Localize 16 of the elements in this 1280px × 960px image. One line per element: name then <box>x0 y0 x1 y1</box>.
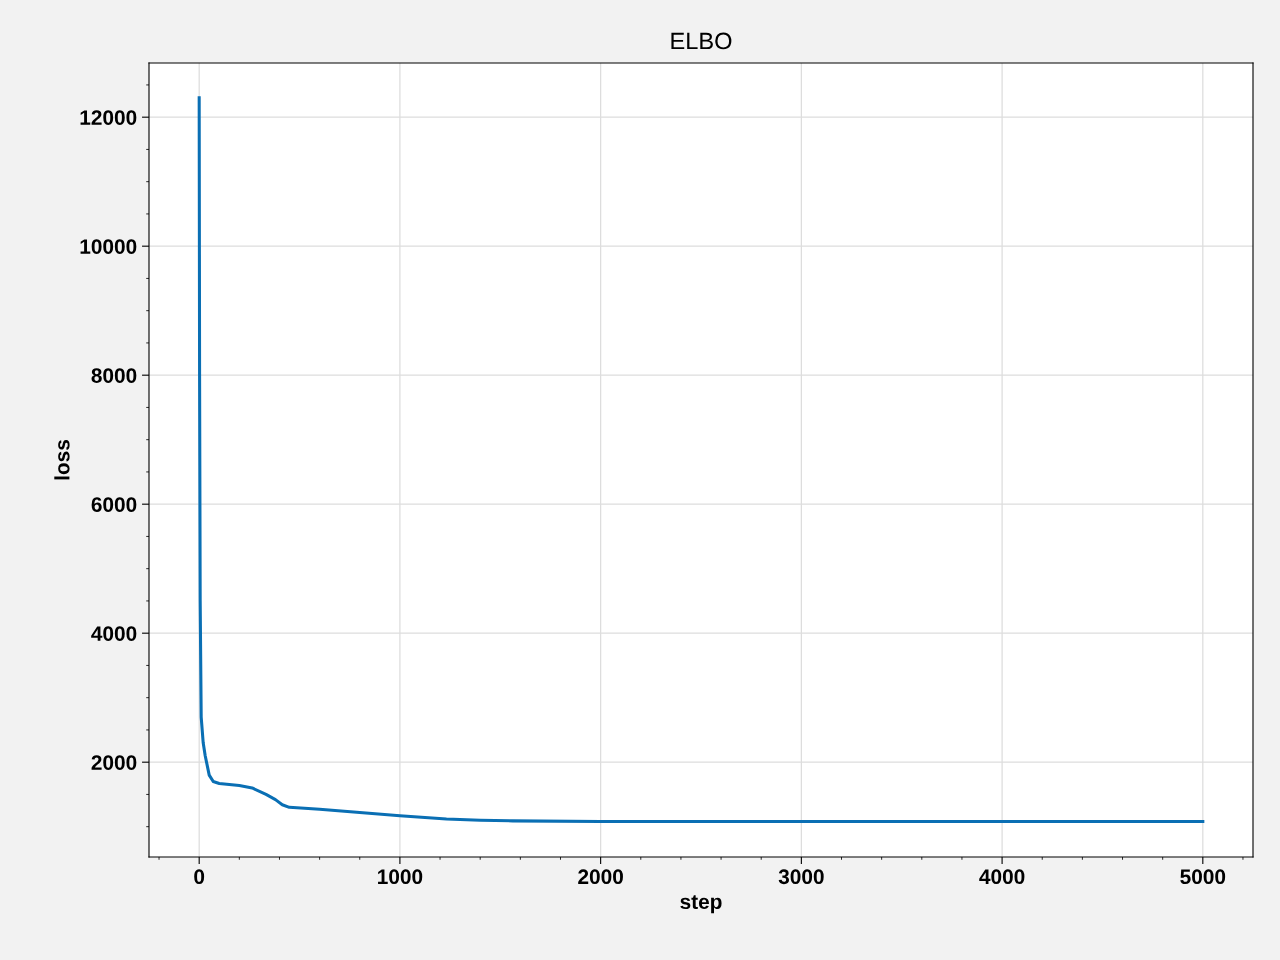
x-tick-label: 0 <box>194 869 205 885</box>
line-series <box>197 96 1205 824</box>
x-tick-label: 4000 <box>979 869 1025 885</box>
x-tick-label: 2000 <box>578 869 623 885</box>
y-axis-title: loss <box>54 440 70 480</box>
y-tick-label: 4000 <box>91 626 137 641</box>
x-tick-label: 3000 <box>778 869 824 885</box>
y-tick-label: 8000 <box>91 368 137 383</box>
y-tick-label: 2000 <box>91 755 137 770</box>
x-tick-label: 1000 <box>378 869 423 885</box>
y-tick-label: 6000 <box>91 497 137 512</box>
x-axis-title: step <box>680 895 722 914</box>
x-tick-label: 5000 <box>1180 869 1226 885</box>
y-tick-label: 12000 <box>80 110 137 125</box>
chart-title: ELBO <box>671 32 732 50</box>
y-tick-label: 10000 <box>80 239 137 254</box>
